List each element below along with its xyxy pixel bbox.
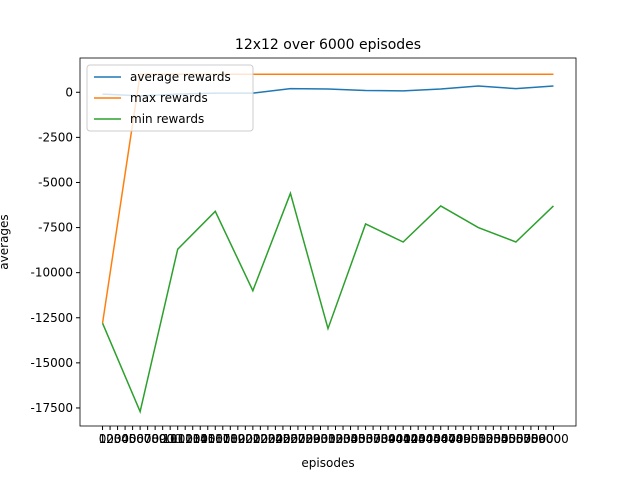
x-tick-label: 2900 — [305, 432, 336, 446]
x-tick-label: 4300 — [410, 432, 441, 446]
chart-title: 12x12 over 6000 episodes — [235, 37, 421, 53]
x-tick-label: 3900 — [380, 432, 411, 446]
x-tick-label: 4400 — [418, 432, 449, 446]
x-tick-label: 2400 — [268, 432, 299, 446]
x-tick-label: 5500 — [501, 432, 532, 446]
x-tick-label: 4100 — [395, 432, 426, 446]
x-tick-label: 5900 — [531, 432, 562, 446]
x-tick-label: 5200 — [478, 432, 509, 446]
x-tick-label: 4000 — [388, 432, 419, 446]
y-tick-label: -2500 — [38, 130, 73, 144]
x-tick-label: 1000 — [162, 432, 193, 446]
x-tick-label: 1700 — [215, 432, 246, 446]
x-tick-label: 800 — [151, 432, 174, 446]
x-tick-label: 4200 — [403, 432, 434, 446]
x-axis-label: episodes — [301, 456, 354, 470]
x-tick-label: 1800 — [223, 432, 254, 446]
x-tick-label: 5100 — [471, 432, 502, 446]
x-tick-label: 0 — [99, 432, 107, 446]
y-tick-label: 0 — [65, 85, 73, 99]
x-tick-label: 200 — [106, 432, 129, 446]
x-tick-label: 3600 — [358, 432, 389, 446]
x-tick-label: 3200 — [328, 432, 359, 446]
x-tick-label: 5600 — [508, 432, 539, 446]
y-tick-label: -10000 — [30, 266, 73, 280]
y-tick-label: -7500 — [38, 221, 73, 235]
x-tick-label: 4700 — [440, 432, 471, 446]
x-tick-label: 500 — [129, 432, 152, 446]
x-tick-label: 5800 — [523, 432, 554, 446]
x-tick-label: 3700 — [365, 432, 396, 446]
series-line — [101, 190, 554, 414]
y-tick-label: -17500 — [30, 401, 73, 415]
x-tick-label: 2800 — [298, 432, 329, 446]
plot-frame — [79, 57, 577, 427]
y-tick-label: -12500 — [30, 311, 73, 325]
legend-label: average rewards — [130, 70, 231, 84]
x-tick-label: 4500 — [425, 432, 456, 446]
x-tick-label: 1500 — [200, 432, 231, 446]
x-tick-label: 1900 — [230, 432, 261, 446]
x-tick-label: 2600 — [283, 432, 314, 446]
legend-label: max rewards — [130, 91, 208, 105]
x-tick-label: 2500 — [275, 432, 306, 446]
x-tick-label: 5000 — [463, 432, 494, 446]
x-tick-label: 700 — [144, 432, 167, 446]
x-tick-label: 2200 — [253, 432, 284, 446]
x-tick-label: 3400 — [343, 432, 374, 446]
x-tick-label: 100 — [99, 432, 122, 446]
y-tick-label: -5000 — [38, 175, 73, 189]
x-tick-label: 300 — [114, 432, 137, 446]
x-tick-label: 3100 — [320, 432, 351, 446]
x-tick-label: 1300 — [185, 432, 216, 446]
x-tick-label: 2100 — [245, 432, 276, 446]
x-tick-label: 2300 — [260, 432, 291, 446]
x-tick-label: 2000 — [238, 432, 269, 446]
x-tick-label: 400 — [121, 432, 144, 446]
x-tick-label: 1200 — [177, 432, 208, 446]
x-tick-label: 4800 — [448, 432, 479, 446]
x-tick-label: 3300 — [335, 432, 366, 446]
x-tick-label: 6000 — [538, 432, 569, 446]
x-tick-label: 3000 — [313, 432, 344, 446]
x-tick-label: 5400 — [493, 432, 524, 446]
x-tick-label: 1400 — [192, 432, 223, 446]
x-tick-label: 4600 — [433, 432, 464, 446]
legend-label: min rewards — [130, 112, 204, 126]
x-tick-label: 5700 — [516, 432, 547, 446]
x-tick-label: 2700 — [290, 432, 321, 446]
x-tick-label: 1600 — [208, 432, 239, 446]
y-tick-label: -15000 — [30, 356, 73, 370]
x-tick-label: 3500 — [350, 432, 381, 446]
legend-box — [86, 64, 254, 132]
x-tick-label: 4900 — [456, 432, 487, 446]
x-tick-label: 900 — [159, 432, 182, 446]
y-axis-label: averages — [0, 214, 11, 269]
x-tick-label: 600 — [136, 432, 159, 446]
x-tick-label: 3800 — [373, 432, 404, 446]
x-tick-label: 1100 — [170, 432, 201, 446]
x-tick-label: 5300 — [486, 432, 517, 446]
